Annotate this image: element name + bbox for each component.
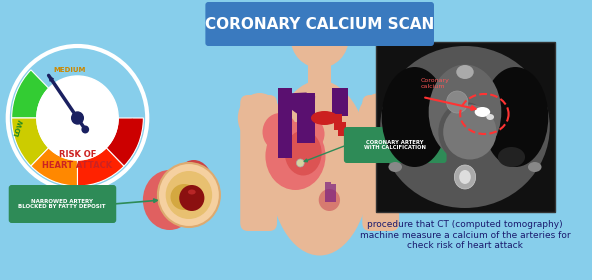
Circle shape <box>166 171 212 219</box>
Ellipse shape <box>498 147 525 167</box>
Text: Coronary
calcium: Coronary calcium <box>420 78 449 89</box>
Ellipse shape <box>380 46 550 208</box>
Text: LOW: LOW <box>14 118 25 137</box>
Ellipse shape <box>265 122 326 190</box>
Ellipse shape <box>311 111 338 125</box>
Bar <box>326 182 332 202</box>
Ellipse shape <box>143 170 196 230</box>
Text: MEDIUM: MEDIUM <box>53 67 86 73</box>
Circle shape <box>37 76 118 160</box>
Ellipse shape <box>528 162 542 172</box>
FancyBboxPatch shape <box>9 185 116 223</box>
Circle shape <box>158 163 220 227</box>
Text: procedure that CT (computed tomography)
machine measure a calcium of the arterie: procedure that CT (computed tomography) … <box>360 220 570 250</box>
Ellipse shape <box>486 114 494 120</box>
Ellipse shape <box>285 130 321 176</box>
Ellipse shape <box>388 162 402 172</box>
Circle shape <box>297 159 304 167</box>
Wedge shape <box>31 148 78 186</box>
Bar <box>332 88 348 116</box>
Text: HIGH: HIGH <box>126 118 138 138</box>
Wedge shape <box>12 118 49 166</box>
Ellipse shape <box>459 170 471 184</box>
Ellipse shape <box>456 65 474 79</box>
Ellipse shape <box>318 189 340 211</box>
Ellipse shape <box>382 67 448 167</box>
Bar <box>338 128 346 136</box>
Bar <box>334 122 346 130</box>
Text: RISK OF
HEART ATTACK: RISK OF HEART ATTACK <box>43 150 112 170</box>
Circle shape <box>179 185 204 211</box>
Bar <box>308 58 332 93</box>
Bar <box>332 184 336 202</box>
Bar <box>376 42 555 212</box>
Ellipse shape <box>446 91 468 113</box>
Bar <box>334 114 342 126</box>
Bar <box>278 88 292 158</box>
Text: NARROWED ARTERY
BLOCKED BY FATTY DEPOSIT: NARROWED ARTERY BLOCKED BY FATTY DEPOSIT <box>18 199 106 209</box>
Bar <box>297 93 315 143</box>
FancyBboxPatch shape <box>362 95 399 231</box>
Text: CORONARY CALCIUM SCAN: CORONARY CALCIUM SCAN <box>205 17 435 32</box>
Wedge shape <box>12 70 49 118</box>
Ellipse shape <box>482 67 548 167</box>
FancyBboxPatch shape <box>240 95 277 231</box>
Ellipse shape <box>443 104 497 160</box>
Ellipse shape <box>188 190 196 195</box>
Wedge shape <box>78 148 124 186</box>
Ellipse shape <box>294 117 324 151</box>
Wedge shape <box>107 118 143 166</box>
Text: CORONARY ARTERY
WITH CALCIFICATION: CORONARY ARTERY WITH CALCIFICATION <box>364 140 426 150</box>
Ellipse shape <box>438 102 491 162</box>
FancyBboxPatch shape <box>344 127 446 163</box>
Ellipse shape <box>269 81 371 256</box>
Ellipse shape <box>175 160 213 210</box>
Ellipse shape <box>238 93 281 143</box>
Ellipse shape <box>358 93 401 143</box>
FancyBboxPatch shape <box>205 2 434 46</box>
Ellipse shape <box>170 184 198 210</box>
Circle shape <box>82 125 89 134</box>
Ellipse shape <box>475 107 490 117</box>
Circle shape <box>72 112 83 124</box>
Ellipse shape <box>429 64 501 160</box>
Ellipse shape <box>454 165 475 189</box>
Ellipse shape <box>262 113 297 151</box>
Circle shape <box>291 8 349 68</box>
